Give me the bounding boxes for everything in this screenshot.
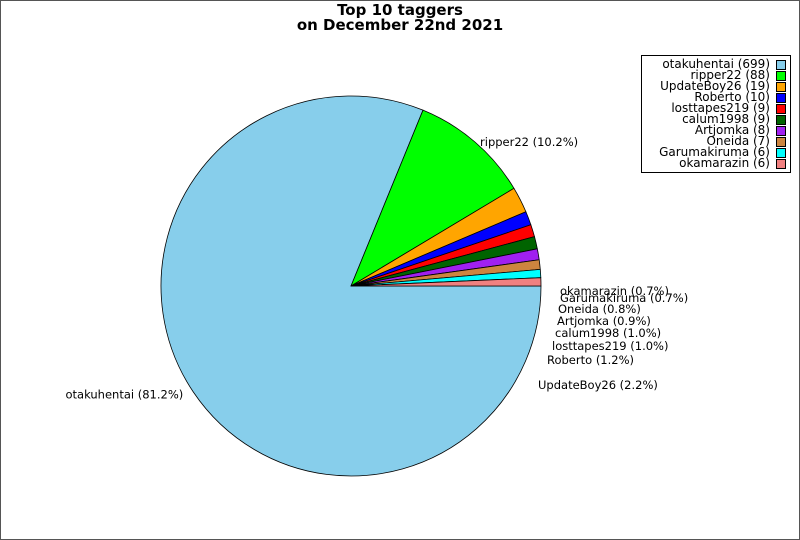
legend-item-calum1998: calum1998 (9): [642, 112, 786, 126]
legend-swatch: [776, 147, 786, 158]
legend-label: otakuhentai (699): [662, 57, 770, 71]
legend-swatch: [776, 136, 786, 147]
pie-label-roberto: Roberto (1.2%): [547, 353, 634, 367]
legend-item-oneida: Oneida (7): [642, 134, 786, 148]
legend-swatch: [776, 81, 786, 92]
pie-labels: otakuhentai (81.2%) ripper22 (10.2%) Updat…: [66, 135, 689, 402]
legend-label: ripper22 (88): [690, 68, 770, 82]
pie-slices: [160, 95, 542, 477]
pie-label-artjomka: Artjomka (0.9%): [557, 314, 651, 328]
legend-label: losttapes219 (9): [671, 101, 770, 115]
legend-swatch: [776, 92, 786, 103]
legend-item-losttapes219: losttapes219 (9): [642, 101, 786, 115]
pie-slice-okamarazin: [350, 277, 542, 287]
legend-item-artjomka: Artjomka (8): [642, 123, 786, 137]
pie-label-otakuhentai: otakuhentai (81.2%): [66, 388, 184, 402]
legend-swatch: [776, 125, 786, 136]
legend-label: okamarazin (6): [679, 156, 770, 170]
legend-item-ripper22: ripper22 (88): [642, 68, 786, 82]
legend-label: Garumakiruma (6): [659, 145, 770, 159]
legend-label: Oneida (7): [706, 134, 770, 148]
pie-label-ripper22: ripper22 (10.2%): [480, 135, 578, 149]
legend-swatch: [776, 70, 786, 81]
legend-item-okamarazin: okamarazin (6): [642, 156, 786, 170]
legend-item-updateboy26: UpdateBoy26 (19): [642, 79, 786, 93]
legend-item-otakuhentai: otakuhentai (699): [642, 57, 786, 71]
pie-label-updateboy26: UpdateBoy26 (2.2%): [538, 378, 658, 392]
legend-label: Roberto (10): [694, 90, 770, 104]
legend-item-garumakiruma: Garumakiruma (6): [642, 145, 786, 159]
chart-legend: otakuhentai (699) ripper22 (88) UpdateBoy2…: [641, 55, 791, 173]
legend-swatch: [776, 59, 786, 70]
chart-title-line-2: on December 22nd 2021: [296, 16, 504, 34]
pie-label-calum1998: calum1998 (1.0%): [555, 326, 661, 340]
legend-swatch: [776, 158, 786, 169]
chart-title-line-1: Top 10 taggers: [337, 1, 463, 19]
legend-label: Artjomka (8): [694, 123, 770, 137]
chart-title: Top 10 taggers on December 22nd 2021: [1, 3, 799, 33]
legend-swatch: [776, 114, 786, 125]
pie-label-okamarazin: okamarazin (0.7%): [560, 284, 669, 298]
pie-label-oneida: Oneida (0.8%): [558, 302, 641, 316]
pie-label-garumakiruma: Garumakiruma (0.7%): [560, 291, 688, 305]
legend-label: calum1998 (9): [682, 112, 770, 126]
pie-label-losttapes219: losttapes219 (1.0%): [552, 339, 668, 353]
legend-item-roberto: Roberto (10): [642, 90, 786, 104]
legend-label: UpdateBoy26 (19): [660, 79, 770, 93]
legend-swatch: [776, 103, 786, 114]
pie-slice-ripper22: [350, 109, 515, 287]
